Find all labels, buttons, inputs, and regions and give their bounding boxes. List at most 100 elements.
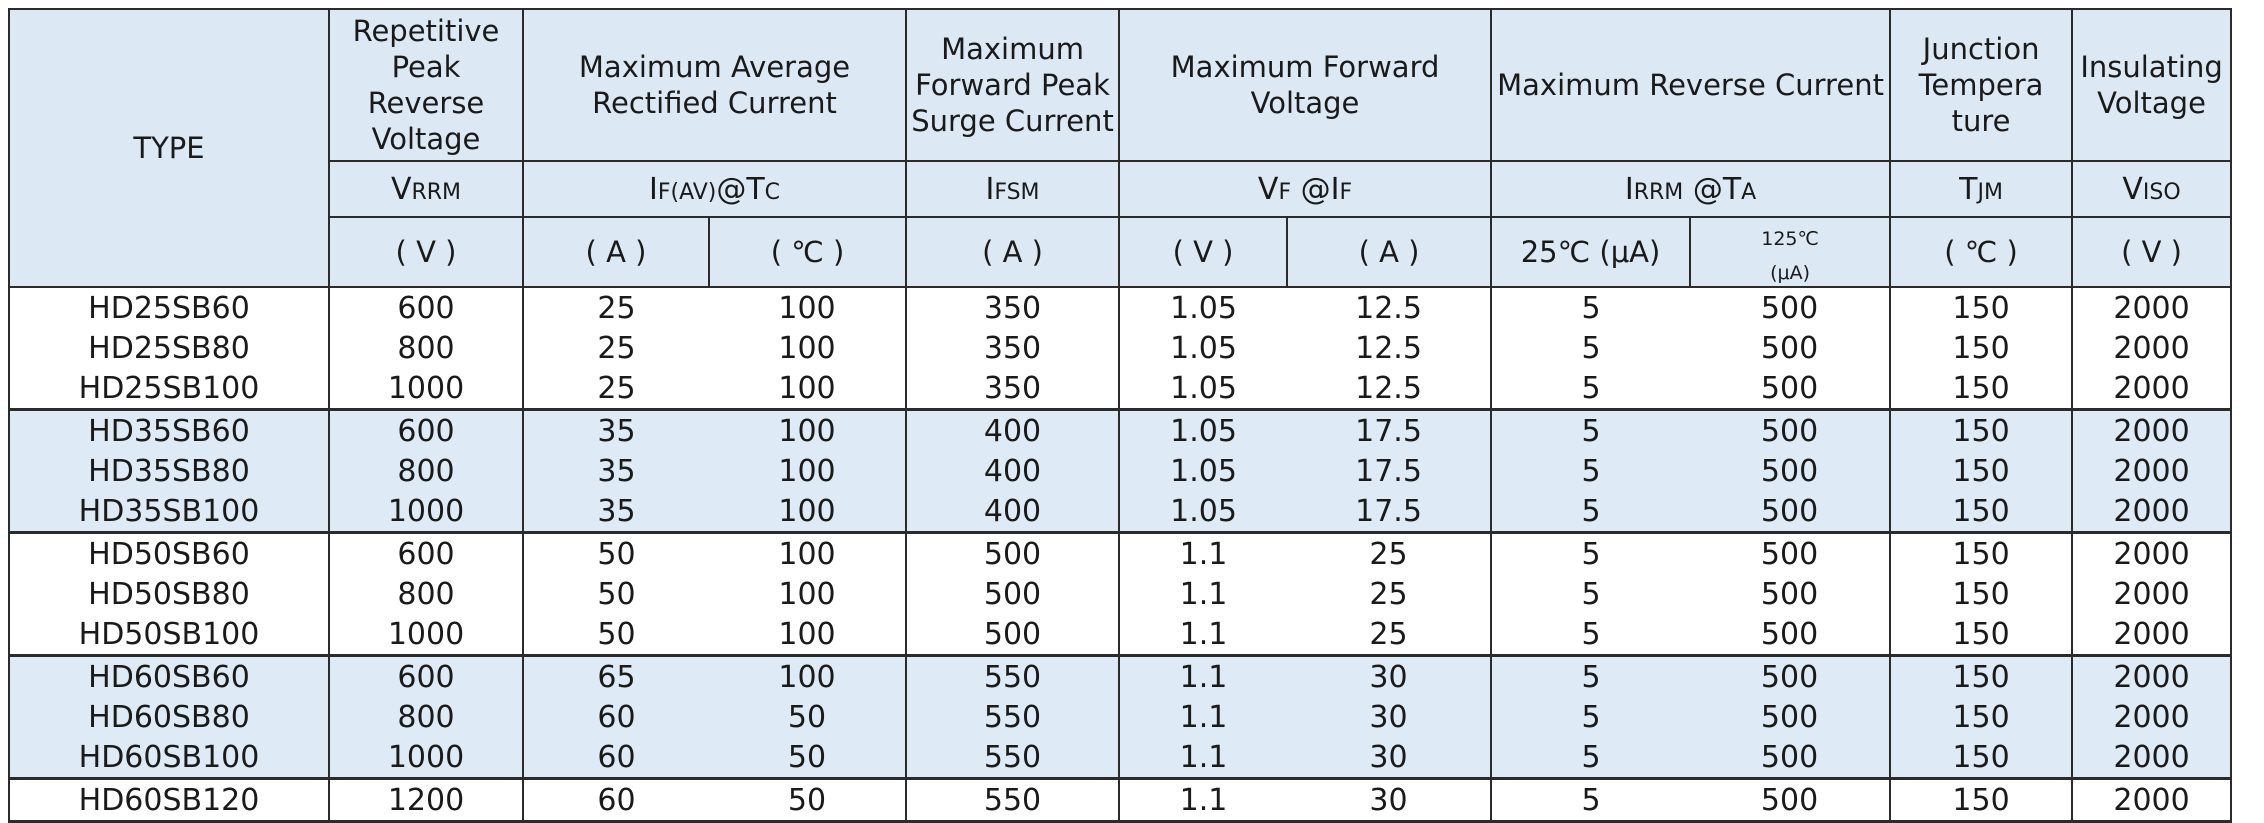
cell-irrm-125c: 500: [1690, 614, 1892, 656]
table-row: HD60SB60 600 65 100 550 1.1 30 5 500 150 2000: [8, 654, 2233, 697]
cell-irrm-25c: 5: [1490, 654, 1691, 697]
cell-viso: 2000: [2071, 368, 2233, 410]
unit-irrm-25c: 25℃ (μA): [1490, 216, 1692, 288]
table-row: HD60SB120 1200 60 50 550 1.1 30 5 500 150 2000: [8, 777, 2233, 823]
cell-irrm-25c: 5: [1490, 328, 1691, 368]
unit-ifav: ( A ): [522, 216, 710, 288]
cell-vf: 1.1: [1118, 574, 1288, 614]
cell-ifav: 50: [522, 574, 709, 614]
table-row: HD35SB60 600 35 100 400 1.05 17.5 5 500 150 2000: [8, 408, 2233, 451]
cell-irrm-125c: 500: [1690, 328, 1892, 368]
unit-viso: ( V ): [2071, 216, 2233, 288]
table-row: HD35SB80 800 35 100 400 1.05 17.5 5 500 150 2000: [8, 451, 2233, 491]
table-row: HD60SB100 1000 60 50 550 1.1 30 5 500 150 2000: [8, 737, 2233, 779]
cell-ifsm: 400: [905, 451, 1121, 491]
cell-vf: 1.05: [1118, 368, 1288, 410]
cell-ifav: 60: [522, 737, 709, 779]
cell-irrm-125c: 500: [1690, 697, 1892, 737]
cell-irrm-25c: 5: [1490, 287, 1691, 328]
cell-ifsm: 550: [905, 777, 1121, 823]
cell-ifsm: 400: [905, 408, 1121, 451]
cell-type: HD35SB80: [8, 451, 330, 491]
cell-irrm-125c: 500: [1690, 654, 1892, 697]
cell-vrrm: 1000: [328, 737, 524, 779]
cell-tjm: 150: [1889, 531, 2074, 574]
cell-viso: 2000: [2071, 654, 2233, 697]
table-body: HD25SB60 600 25 100 350 1.05 12.5 5 500 150 2000 HD…: [8, 287, 2233, 823]
symbol-vf-if: VF @IF: [1118, 160, 1493, 218]
cell-ifsm: 500: [905, 574, 1121, 614]
cell-tc: 100: [709, 368, 908, 410]
cell-viso: 2000: [2071, 451, 2233, 491]
table-row: HD25SB100 1000 25 100 350 1.05 12.5 5 500 150 2000: [8, 368, 2233, 410]
cell-irrm-125c: 500: [1690, 574, 1892, 614]
cell-ifsm: 350: [905, 368, 1121, 410]
cell-tc: 50: [709, 777, 908, 823]
cell-type: HD60SB120: [8, 777, 330, 823]
cell-ifsm: 400: [905, 491, 1121, 533]
cell-tc: 50: [709, 697, 908, 737]
cell-vrrm: 600: [328, 287, 524, 328]
table-row: HD50SB100 1000 50 100 500 1.1 25 5 500 150 2000: [8, 614, 2233, 656]
cell-tc: 100: [709, 328, 908, 368]
cell-ifsm: 500: [905, 531, 1121, 574]
cell-vf: 1.05: [1118, 328, 1288, 368]
cell-if: 25: [1287, 614, 1493, 656]
cell-vrrm: 1000: [328, 368, 524, 410]
cell-vf: 1.05: [1118, 408, 1288, 451]
cell-irrm-25c: 5: [1490, 737, 1691, 779]
cell-vf: 1.05: [1118, 491, 1288, 533]
cell-if: 12.5: [1287, 368, 1493, 410]
cell-type: HD60SB100: [8, 737, 330, 779]
unit-tc: ( ℃ ): [707, 216, 908, 288]
cell-viso: 2000: [2071, 287, 2233, 328]
cell-if: 17.5: [1287, 451, 1493, 491]
cell-ifav: 60: [522, 697, 709, 737]
cell-viso: 2000: [2071, 491, 2233, 533]
cell-viso: 2000: [2071, 614, 2233, 656]
cell-tc: 100: [709, 491, 908, 533]
rectifier-spec-table: TYPE Repetitive Peak Reverse Voltage Max…: [8, 8, 2233, 823]
table-row: HD50SB80 800 50 100 500 1.1 25 5 500 150 2000: [8, 574, 2233, 614]
cell-tc: 100: [709, 574, 908, 614]
cell-irrm-25c: 5: [1490, 531, 1691, 574]
cell-if: 17.5: [1287, 408, 1493, 451]
cell-irrm-125c: 500: [1690, 777, 1892, 823]
cell-if: 30: [1287, 654, 1493, 697]
cell-tjm: 150: [1889, 574, 2074, 614]
cell-ifav: 35: [522, 491, 709, 533]
cell-irrm-25c: 5: [1490, 368, 1691, 410]
unit-if: ( A ): [1286, 216, 1493, 288]
cell-type: HD60SB80: [8, 697, 330, 737]
cell-ifav: 25: [522, 328, 709, 368]
cell-tjm: 150: [1889, 654, 2074, 697]
cell-tc: 100: [709, 654, 908, 697]
cell-type: HD25SB100: [8, 368, 330, 410]
cell-type: HD35SB60: [8, 408, 330, 451]
cell-tc: 100: [709, 408, 908, 451]
cell-if: 30: [1287, 697, 1493, 737]
symbol-ifsm: IFSM: [905, 160, 1121, 218]
cell-vrrm: 600: [328, 654, 524, 697]
symbol-irrm-ta: IRRM @TA: [1490, 160, 1892, 218]
cell-irrm-25c: 5: [1490, 574, 1691, 614]
header-insulating-voltage: Insulating Voltage: [2071, 8, 2233, 162]
cell-viso: 2000: [2071, 408, 2233, 451]
symbol-vrrm: VRRM: [328, 160, 524, 218]
cell-tc: 50: [709, 737, 908, 779]
cell-tc: 100: [709, 531, 908, 574]
unit-ifsm: ( A ): [905, 216, 1121, 288]
table-row: HD60SB80 800 60 50 550 1.1 30 5 500 150 2000: [8, 697, 2233, 737]
cell-irrm-25c: 5: [1490, 777, 1691, 823]
cell-if: 25: [1287, 574, 1493, 614]
cell-type: HD50SB100: [8, 614, 330, 656]
cell-ifsm: 350: [905, 287, 1121, 328]
cell-irrm-125c: 500: [1690, 491, 1892, 533]
cell-type: HD60SB60: [8, 654, 330, 697]
symbol-tjm: TJM: [1889, 160, 2074, 218]
header-max-average-rectified-current: Maximum Average Rectified Current: [521, 8, 908, 162]
cell-viso: 2000: [2071, 777, 2233, 823]
cell-vrrm: 1000: [328, 491, 524, 533]
cell-vf: 1.05: [1118, 451, 1288, 491]
cell-tjm: 150: [1889, 777, 2074, 823]
